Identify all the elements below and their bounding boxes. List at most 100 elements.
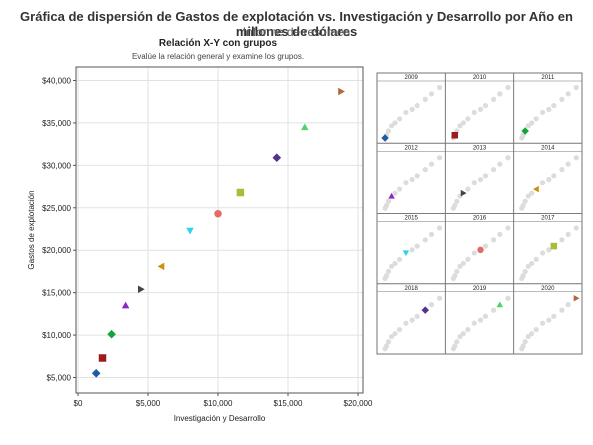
facet-point-2011 xyxy=(521,127,529,135)
facet-background-point xyxy=(525,123,531,129)
facet-background-point xyxy=(490,307,497,313)
facet-background-point xyxy=(403,109,409,116)
facet-2012: 2012 xyxy=(376,142,446,214)
facet-point-2017 xyxy=(550,242,558,250)
facet-background-point xyxy=(452,202,458,209)
facet-background-point xyxy=(452,343,458,349)
facet-background-point xyxy=(525,263,531,269)
x-tick-label: $0 xyxy=(74,399,83,408)
facet-background-point xyxy=(385,339,392,345)
facet-background-point xyxy=(565,91,571,97)
facet-background-point xyxy=(540,109,546,116)
facet-background-point xyxy=(428,91,435,97)
data-point-2018 xyxy=(272,153,282,163)
facet-background-point xyxy=(505,225,511,231)
facet-background-point xyxy=(497,231,503,237)
data-point-2014 xyxy=(157,262,165,271)
facet-background-point xyxy=(457,263,463,269)
y-tick-label: $20,000 xyxy=(42,246,71,255)
data-point-2012 xyxy=(121,301,130,309)
facet-background-point xyxy=(422,167,428,173)
facet-background-point xyxy=(392,331,398,337)
facet-background-point xyxy=(383,202,390,209)
facet-background-point xyxy=(559,167,565,173)
facet-background-point xyxy=(409,317,415,323)
facet-point-2020 xyxy=(573,294,580,302)
data-point-2015 xyxy=(186,227,194,235)
facet-title: 2018 xyxy=(404,286,418,292)
data-point-2010 xyxy=(98,354,107,362)
data-point-2017 xyxy=(236,188,245,197)
facet-background-point xyxy=(546,106,552,112)
y-tick-label: $35,000 xyxy=(42,119,71,128)
facet-background-point xyxy=(388,123,395,129)
facet-point-2010 xyxy=(451,131,459,139)
facet-point-2012 xyxy=(388,192,395,199)
facet-background-point xyxy=(409,106,415,112)
facet-background-point xyxy=(540,320,546,326)
facet-background-point xyxy=(465,326,471,333)
facet-title: 2012 xyxy=(404,145,418,151)
facet-background-point xyxy=(505,295,511,301)
facet-point-2009 xyxy=(381,134,389,142)
panel-subtitle: Evalúe la relación general y examine los… xyxy=(131,52,305,61)
facet-background-point xyxy=(482,313,489,319)
facet-background-point xyxy=(471,320,477,326)
facet-title: 2015 xyxy=(404,216,418,222)
facet-background-point xyxy=(525,193,531,199)
facet-title: 2020 xyxy=(541,286,555,292)
facet-background-point xyxy=(457,333,463,340)
facet-background-point xyxy=(460,120,466,126)
y-tick-label: $40,000 xyxy=(42,76,71,85)
facet-background-point xyxy=(522,268,528,275)
y-tick-label: $30,000 xyxy=(42,161,71,170)
facet-title: 2014 xyxy=(541,145,555,151)
facet-background-point xyxy=(573,84,579,91)
facet-background-point xyxy=(388,263,395,269)
facet-background-point xyxy=(477,106,484,112)
facet-background-point xyxy=(385,268,392,275)
facet-background-point xyxy=(520,273,526,279)
facet-2009: 2009 xyxy=(376,72,446,144)
facet-background-point xyxy=(436,295,443,301)
facet-background-point xyxy=(471,250,477,256)
facet-background-point xyxy=(403,320,409,326)
facet-background-point xyxy=(559,237,565,243)
facet-background-point xyxy=(565,231,571,237)
facet-background-point xyxy=(403,180,409,186)
facet-background-point xyxy=(396,186,403,192)
facet-background-point xyxy=(396,116,403,122)
facet-background-point xyxy=(477,317,484,323)
facet-point-2018 xyxy=(421,306,429,314)
data-point-2020 xyxy=(338,87,345,96)
facet-frame xyxy=(513,283,583,355)
facet-background-point xyxy=(414,313,420,319)
plot-frame xyxy=(75,66,364,394)
facet-background-point xyxy=(529,331,535,337)
facet-background-point xyxy=(452,273,458,279)
chart-title: Gráfica de dispersión de Gastos de explo… xyxy=(20,9,573,39)
facet-background-point xyxy=(436,84,443,91)
facet-background-point xyxy=(490,96,497,102)
facet-background-point xyxy=(529,190,535,196)
facet-background-point xyxy=(505,84,511,91)
facet-point-2013 xyxy=(460,189,467,197)
y-axis-label: Gastos de explotación xyxy=(27,190,36,269)
facet-background-point xyxy=(573,225,579,231)
facet-background-point xyxy=(482,243,489,249)
facet-background-point xyxy=(522,339,528,345)
facet-background-point xyxy=(533,116,539,122)
data-point-2011 xyxy=(107,329,116,339)
facet-background-point xyxy=(428,161,435,167)
facet-background-point xyxy=(477,177,484,183)
gridlines xyxy=(76,67,363,393)
facet-background-point xyxy=(392,190,398,196)
facet-point-2016 xyxy=(477,246,484,254)
facet-background-point xyxy=(540,250,546,256)
facet-background-point xyxy=(388,333,395,340)
y-tick-label: $25,000 xyxy=(42,204,71,213)
facet-background-point xyxy=(465,116,471,122)
facet-2016: 2016 xyxy=(444,213,515,285)
facet-background-point xyxy=(422,237,428,243)
